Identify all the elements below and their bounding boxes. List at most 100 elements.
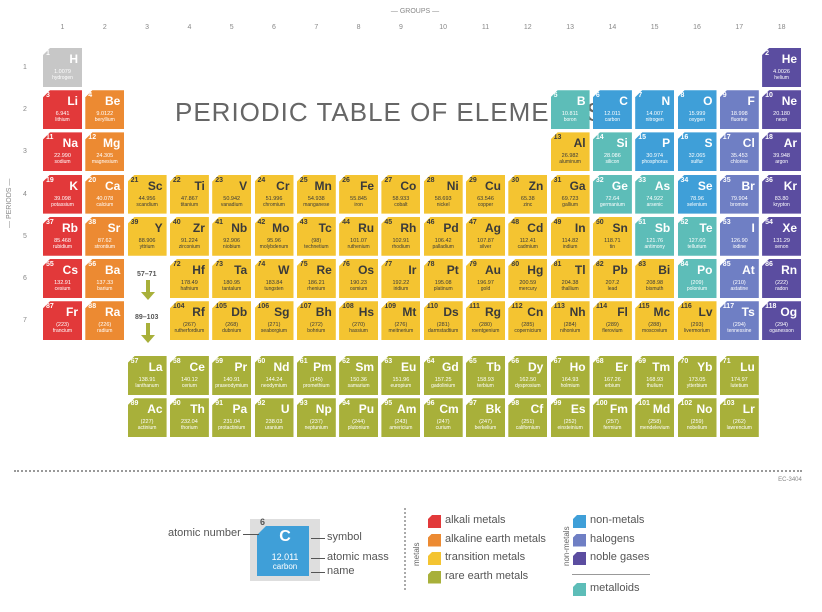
element-cell-europium[interactable]: 63 Eu 151.96 europium <box>381 356 421 396</box>
element-cell-gadolinium[interactable]: 64 Gd 157.25 gadolinium <box>423 356 463 396</box>
element-cell-iodine[interactable]: 53 I 126.90 iodine <box>719 216 759 256</box>
element-cell-helium[interactable]: 2 He 4.0026 helium <box>762 48 802 87</box>
element-cell-astatine[interactable]: 85 At (210) astatine <box>719 259 759 298</box>
element-cell-krypton[interactable]: 36 Kr 83.80 krypton <box>762 174 802 214</box>
element-cell-ruthenium[interactable]: 44 Ru 101.07 ruthenium <box>339 216 379 256</box>
element-cell-dubnium[interactable]: 105 Db (268) dubnium <box>212 301 252 341</box>
element-cell-beryllium[interactable]: 4 Be 9.0122 beryllium <box>85 90 125 130</box>
element-cell-gold[interactable]: 79 Au 196.97 gold <box>466 259 505 298</box>
element-cell-hydrogen[interactable]: 1 H 1.0079 hydrogen <box>43 48 82 87</box>
element-cell-cerium[interactable]: 58 Ce 140.12 cerium <box>169 356 209 396</box>
element-cell-lawrencium[interactable]: 103 Lr (262) lawrencium <box>719 398 759 438</box>
element-cell-bismuth[interactable]: 83 Bi 208.98 bismuth <box>635 259 675 298</box>
element-cell-nihonium[interactable]: 113 Nh (284) nihonium <box>550 301 590 341</box>
element-cell-potassium[interactable]: 19 K 39.098 potassium <box>43 174 82 214</box>
element-cell-yttrium[interactable]: 39 Y 88.906 yttrium <box>127 216 167 256</box>
element-cell-lithium[interactable]: 3 Li 6.941 lithium <box>43 90 82 130</box>
element-cell-livermorium[interactable]: 116 Lv (293) livermorium <box>677 301 717 341</box>
element-cell-lutetium[interactable]: 71 Lu 174.97 lutetium <box>719 356 759 396</box>
element-cell-palladium[interactable]: 46 Pd 106.42 palladium <box>423 216 463 256</box>
element-cell-fermium[interactable]: 100 Fm (257) fermium <box>592 398 632 438</box>
element-cell-sulfur[interactable]: 16 S 32.065 sulfur <box>677 132 717 172</box>
element-cell-iron[interactable]: 26 Fe 55.845 iron <box>339 174 379 214</box>
element-cell-radon[interactable]: 86 Rn (222) radon <box>762 259 802 298</box>
element-cell-rhodium[interactable]: 45 Rh 102.91 rhodium <box>381 216 421 256</box>
element-cell-lead[interactable]: 82 Pb 207.2 lead <box>592 259 632 298</box>
element-cell-protactinium[interactable]: 91 Pa 231.04 protactinium <box>212 398 252 438</box>
element-cell-copper[interactable]: 29 Cu 63.546 copper <box>466 174 505 214</box>
element-cell-argon[interactable]: 18 Ar 39.948 argon <box>762 132 802 172</box>
element-cell-tantalum[interactable]: 73 Ta 180.95 tantalum <box>212 259 252 298</box>
element-cell-terbium[interactable]: 65 Tb 158.93 terbium <box>466 356 505 396</box>
element-cell-indium[interactable]: 49 In 114.82 indium <box>550 216 590 256</box>
element-cell-chromium[interactable]: 24 Cr 51.996 chromium <box>254 174 294 214</box>
element-cell-hafnium[interactable]: 72 Hf 178.49 hafnium <box>169 259 209 298</box>
element-cell-californium[interactable]: 98 Cf (251) californium <box>508 398 548 438</box>
element-cell-hassium[interactable]: 108 Hs (270) hassium <box>339 301 379 341</box>
element-cell-vanadium[interactable]: 23 V 50.942 vanadium <box>212 174 252 214</box>
element-cell-meitnerium[interactable]: 109 Mt (276) meitnerium <box>381 301 421 341</box>
element-cell-titanium[interactable]: 22 Ti 47.867 titanium <box>169 174 209 214</box>
element-cell-uranium[interactable]: 92 U 238.03 uranium <box>254 398 294 438</box>
element-cell-boron[interactable]: 5 B 10.811 boron <box>550 90 590 130</box>
element-cell-tin[interactable]: 50 Sn 118.71 tin <box>592 216 632 256</box>
element-cell-cobalt[interactable]: 27 Co 58.933 cobalt <box>381 174 421 214</box>
element-cell-neptunium[interactable]: 93 Np (237) neptunium <box>296 398 336 438</box>
element-cell-francium[interactable]: 87 Fr (223) francium <box>43 301 82 341</box>
element-cell-americium[interactable]: 95 Am (243) americium <box>381 398 421 438</box>
element-cell-darmstadtium[interactable]: 110 Ds (281) darmstadtium <box>423 301 463 341</box>
element-cell-oganesson[interactable]: 118 Og (294) oganesson <box>762 301 802 341</box>
element-cell-lanthanum[interactable]: 57 La 138.91 lanthanum <box>127 356 167 396</box>
element-cell-radium[interactable]: 88 Ra (226) radium <box>85 301 125 341</box>
element-cell-thallium[interactable]: 81 Tl 204.38 thallium <box>550 259 590 298</box>
element-cell-roentgenium[interactable]: 111 Rg (280) roentgenium <box>466 301 505 341</box>
element-cell-curium[interactable]: 96 Cm (247) curium <box>423 398 463 438</box>
element-cell-polonium[interactable]: 84 Po (209) polonium <box>677 259 717 298</box>
element-cell-magnesium[interactable]: 12 Mg 24.305 magnesium <box>85 132 125 172</box>
element-cell-dysprosium[interactable]: 66 Dy 162.50 dysprosium <box>508 356 548 396</box>
element-cell-thorium[interactable]: 90 Th 232.04 thorium <box>169 398 209 438</box>
element-cell-xenon[interactable]: 54 Xe 131.29 xenon <box>762 216 802 256</box>
element-cell-praseodymium[interactable]: 59 Pr 140.91 praseodymium <box>212 356 252 396</box>
element-cell-strontium[interactable]: 38 Sr 87.62 strontium <box>85 216 125 256</box>
element-cell-fluorine[interactable]: 9 F 18.998 fluorine <box>719 90 759 130</box>
element-cell-zinc[interactable]: 30 Zn 65.38 zinc <box>508 174 548 214</box>
element-cell-tellurium[interactable]: 52 Te 127.60 tellurium <box>677 216 717 256</box>
element-cell-mercury[interactable]: 80 Hg 200.59 mercury <box>508 259 548 298</box>
element-cell-manganese[interactable]: 25 Mn 54.938 manganese <box>296 174 336 214</box>
element-cell-plutonium[interactable]: 94 Pu (244) plutonium <box>339 398 379 438</box>
element-cell-nitrogen[interactable]: 7 N 14.007 nitrogen <box>635 90 675 130</box>
element-cell-nobelium[interactable]: 102 No (259) nobelium <box>677 398 717 438</box>
element-cell-holmium[interactable]: 67 Ho 164.93 holmium <box>550 356 590 396</box>
element-cell-copernicium[interactable]: 112 Cn (285) copernicium <box>508 301 548 341</box>
element-cell-rhenium[interactable]: 75 Re 186.21 rhenium <box>296 259 336 298</box>
element-cell-rubidium[interactable]: 37 Rb 85.468 rubidium <box>43 216 82 256</box>
element-cell-nickel[interactable]: 28 Ni 58.693 nickel <box>423 174 463 214</box>
element-cell-erbium[interactable]: 68 Er 167.26 erbium <box>592 356 632 396</box>
element-cell-gallium[interactable]: 31 Ga 69.723 gallium <box>550 174 590 214</box>
element-cell-phosphorus[interactable]: 15 P 30.974 phosphorus <box>635 132 675 172</box>
element-cell-tennessine[interactable]: 117 Ts (294) tennessine <box>719 301 759 341</box>
element-cell-osmium[interactable]: 76 Os 190.23 osmium <box>339 259 379 298</box>
element-cell-moscovium[interactable]: 115 Mc (288) moscovium <box>635 301 675 341</box>
element-cell-mendelevium[interactable]: 101 Md (258) mendelevium <box>635 398 675 438</box>
element-cell-platinum[interactable]: 78 Pt 195.08 platinum <box>423 259 463 298</box>
element-cell-cesium[interactable]: 55 Cs 132.91 cesium <box>43 259 82 298</box>
element-cell-tungsten[interactable]: 74 W 183.84 tungsten <box>254 259 294 298</box>
element-cell-antimony[interactable]: 51 Sb 121.76 antimony <box>635 216 675 256</box>
element-cell-zirconium[interactable]: 40 Zr 91.224 zirconium <box>169 216 209 256</box>
element-cell-promethium[interactable]: 61 Pm (145) promethium <box>296 356 336 396</box>
element-cell-actinium[interactable]: 89 Ac (227) actinium <box>127 398 167 438</box>
element-cell-arsenic[interactable]: 33 As 74.922 arsenic <box>635 174 675 214</box>
element-cell-thulium[interactable]: 69 Tm 168.93 thulium <box>635 356 675 396</box>
element-cell-bohrium[interactable]: 107 Bh (272) bohrium <box>296 301 336 341</box>
element-cell-silver[interactable]: 47 Ag 107.87 silver <box>466 216 505 256</box>
element-cell-iridium[interactable]: 77 Ir 192.22 iridium <box>381 259 421 298</box>
element-cell-flerovium[interactable]: 114 Fl (289) flerovium <box>592 301 632 341</box>
element-cell-scandium[interactable]: 21 Sc 44.956 scandium <box>127 174 167 214</box>
element-cell-bromine[interactable]: 35 Br 79.904 bromine <box>719 174 759 214</box>
element-cell-neodymium[interactable]: 60 Nd 144.24 neodymium <box>254 356 294 396</box>
element-cell-berkelium[interactable]: 97 Bk (247) berkelium <box>466 398 505 438</box>
element-cell-sodium[interactable]: 11 Na 22.990 sodium <box>43 132 82 172</box>
element-cell-chlorine[interactable]: 17 Cl 35.453 chlorine <box>719 132 759 172</box>
